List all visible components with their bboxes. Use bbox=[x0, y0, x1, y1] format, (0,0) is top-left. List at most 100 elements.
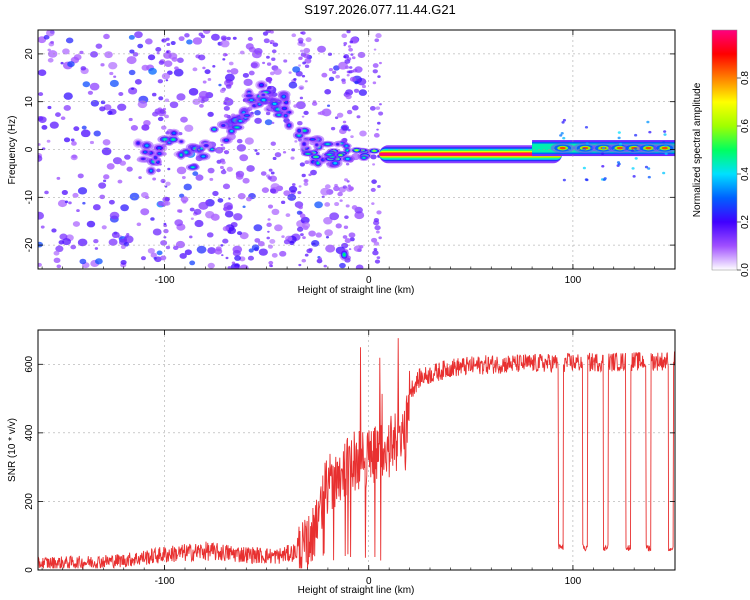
heatmap-cell bbox=[220, 143, 224, 147]
heatmap-cell bbox=[176, 209, 182, 213]
heatmap-cell bbox=[47, 48, 51, 52]
heatmap-cell bbox=[193, 208, 202, 215]
heatmap-cell bbox=[630, 149, 635, 152]
heatmap-cell bbox=[645, 143, 649, 147]
heatmap-cell bbox=[251, 244, 260, 251]
heatmap-cell bbox=[103, 174, 110, 180]
heatmap-cell bbox=[222, 238, 229, 244]
heatmap-cell bbox=[345, 145, 348, 147]
heatmap-cell bbox=[220, 244, 224, 247]
heatmap-cell bbox=[212, 128, 216, 131]
heatmap-cell bbox=[343, 54, 350, 59]
heatmap-cell bbox=[282, 150, 287, 154]
heatmap-cell bbox=[617, 136, 621, 140]
heatmap-cell bbox=[117, 179, 123, 184]
heatmap-cell bbox=[180, 196, 189, 203]
heatmap-cell bbox=[192, 67, 198, 72]
heatmap-cell bbox=[68, 201, 72, 205]
heatmap-cell bbox=[600, 152, 605, 155]
heatmap-cell bbox=[323, 264, 327, 268]
heatmap-cell bbox=[354, 211, 365, 220]
heatmap-cell bbox=[291, 148, 296, 152]
heatmap-cell bbox=[271, 49, 277, 54]
heatmap-cell bbox=[353, 245, 362, 252]
heatmap-cell bbox=[108, 238, 118, 246]
heatmap-cell bbox=[70, 154, 78, 161]
heatmap-cell bbox=[339, 154, 343, 156]
heatmap-cell bbox=[257, 240, 265, 247]
heatmap-cell bbox=[120, 204, 129, 212]
heatmap-cell bbox=[333, 65, 340, 71]
heatmap-cell bbox=[113, 75, 117, 78]
heatmap-cell bbox=[282, 107, 286, 110]
heatmap-cell bbox=[222, 58, 226, 61]
heatmap-cell bbox=[282, 95, 286, 98]
y-tick-label: 10 bbox=[24, 96, 35, 108]
heatmap-cell bbox=[300, 233, 304, 237]
x-tick-label: 100 bbox=[565, 275, 582, 286]
heatmap-cell bbox=[325, 244, 336, 253]
heatmap-cell bbox=[150, 217, 155, 221]
heatmap-cell bbox=[223, 113, 229, 118]
heatmap-cell bbox=[148, 67, 157, 75]
heatmap-cell bbox=[230, 130, 233, 133]
y-tick-label: 20 bbox=[24, 48, 35, 60]
heatmap-cell bbox=[351, 56, 356, 60]
heatmap-cell bbox=[53, 257, 61, 264]
heatmap-cell bbox=[179, 252, 187, 259]
heatmap-cell bbox=[77, 187, 88, 195]
heatmap-cell bbox=[247, 94, 252, 97]
heatmap-cell bbox=[164, 197, 170, 202]
heatmap-cell bbox=[582, 166, 586, 170]
heatmap-cell bbox=[268, 260, 274, 265]
heatmap-cell bbox=[298, 263, 302, 267]
heatmap-cell bbox=[220, 35, 227, 41]
heatmap-cell bbox=[190, 217, 194, 220]
heatmap-cell bbox=[634, 133, 638, 137]
heatmap-cell bbox=[235, 173, 244, 180]
heatmap-cell bbox=[94, 247, 99, 250]
heatmap-cell bbox=[664, 152, 668, 156]
heatmap-cell bbox=[228, 231, 232, 234]
heatmap-cell bbox=[198, 54, 206, 61]
heatmap-cell bbox=[274, 152, 282, 158]
heatmap-cell bbox=[354, 66, 363, 73]
heatmap-cell bbox=[644, 165, 649, 169]
heatmap-cell bbox=[38, 241, 43, 248]
heatmap-cell bbox=[174, 66, 179, 71]
heatmap-cell bbox=[172, 132, 176, 135]
heatmap-cell bbox=[226, 36, 231, 41]
heatmap-cell bbox=[44, 190, 49, 195]
heatmap-cell bbox=[137, 100, 148, 109]
heatmap-cell bbox=[160, 240, 168, 246]
heatmap-cell bbox=[225, 79, 231, 84]
heatmap-cell bbox=[77, 173, 84, 179]
heatmap-cell bbox=[158, 60, 165, 65]
heatmap-cell bbox=[128, 69, 136, 76]
heatmap-cell bbox=[345, 204, 350, 208]
heatmap-cell bbox=[324, 229, 333, 237]
heatmap-cell bbox=[601, 146, 606, 150]
heatmap-cell bbox=[46, 30, 55, 37]
heatmap-cell bbox=[279, 250, 287, 257]
heatmap-cell bbox=[145, 38, 153, 45]
heatmap-cell bbox=[225, 84, 232, 89]
heatmap-cell bbox=[300, 42, 306, 47]
heatmap-cell bbox=[182, 200, 187, 204]
heatmap-cell bbox=[267, 86, 272, 90]
heatmap-cell bbox=[205, 210, 215, 219]
heatmap-cell bbox=[222, 168, 226, 171]
heatmap-cell bbox=[306, 153, 310, 155]
heatmap-cell bbox=[327, 153, 332, 156]
heatmap-cell bbox=[101, 225, 107, 230]
heatmap-cell bbox=[283, 59, 288, 63]
heatmap-cell bbox=[100, 100, 106, 105]
colorbar: 0.0 0.2 0.4 0.6 0.8 Normalized spectral ampl… bbox=[692, 29, 750, 277]
heatmap-cell bbox=[299, 213, 306, 219]
heatmap-cell bbox=[95, 43, 103, 49]
heatmap-cell bbox=[89, 140, 95, 145]
heatmap-cell bbox=[202, 80, 207, 84]
heatmap-cell bbox=[103, 179, 107, 183]
heatmap-cell bbox=[220, 39, 230, 48]
